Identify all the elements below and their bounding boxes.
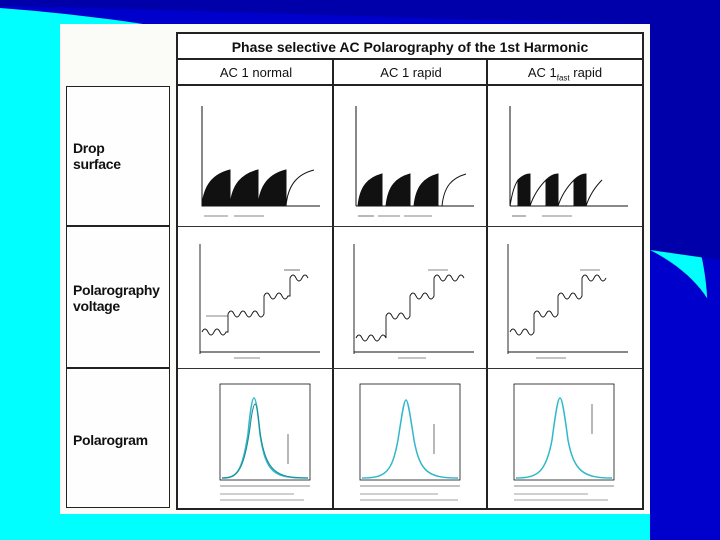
row-label-line1: Polarogram (73, 432, 148, 448)
drop-surface-plot-normal (184, 94, 328, 220)
column-header-ac1-rapid: AC 1 rapid (334, 60, 488, 86)
voltage-plot-fast-rapid (492, 234, 636, 364)
row-label-line2: surface (73, 156, 121, 172)
drop-surface-plot-rapid (338, 94, 482, 220)
comparison-grid: Phase selective AC Polarography of the 1… (176, 32, 644, 510)
drop-surface-plot-fast-rapid (492, 94, 636, 220)
polarogram-plot-normal (184, 374, 328, 506)
column-divider (486, 60, 488, 510)
row-label-polarography-voltage: Polarography voltage (66, 226, 170, 368)
column-header-ac1-fast-rapid: AC 1fast rapid (488, 60, 642, 86)
row-label-drop-surface: Drop surface (66, 86, 170, 226)
figure-panel: Drop surface Polarography voltage Polaro… (60, 24, 650, 514)
column-header-rest: rapid (569, 65, 603, 80)
polarogram-plot-rapid (338, 374, 482, 506)
row-label-line1: Polarography (73, 282, 160, 298)
row-label-polarogram: Polarogram (66, 368, 170, 508)
row-divider (178, 226, 642, 227)
polarogram-plot-fast-rapid (492, 374, 636, 506)
voltage-plot-rapid (338, 234, 482, 364)
column-divider (332, 60, 334, 510)
row-divider (178, 368, 642, 369)
row-label-line1: Drop (73, 140, 105, 156)
column-header-ac1-normal: AC 1 normal (178, 60, 334, 86)
column-header-sub: fast (556, 73, 570, 83)
row-labels-column: Drop surface Polarography voltage Polaro… (60, 24, 178, 514)
voltage-plot-normal (184, 234, 328, 364)
row-label-line2: voltage (73, 298, 120, 314)
column-header-main: AC 1 (527, 65, 557, 80)
figure-title: Phase selective AC Polarography of the 1… (178, 34, 642, 60)
